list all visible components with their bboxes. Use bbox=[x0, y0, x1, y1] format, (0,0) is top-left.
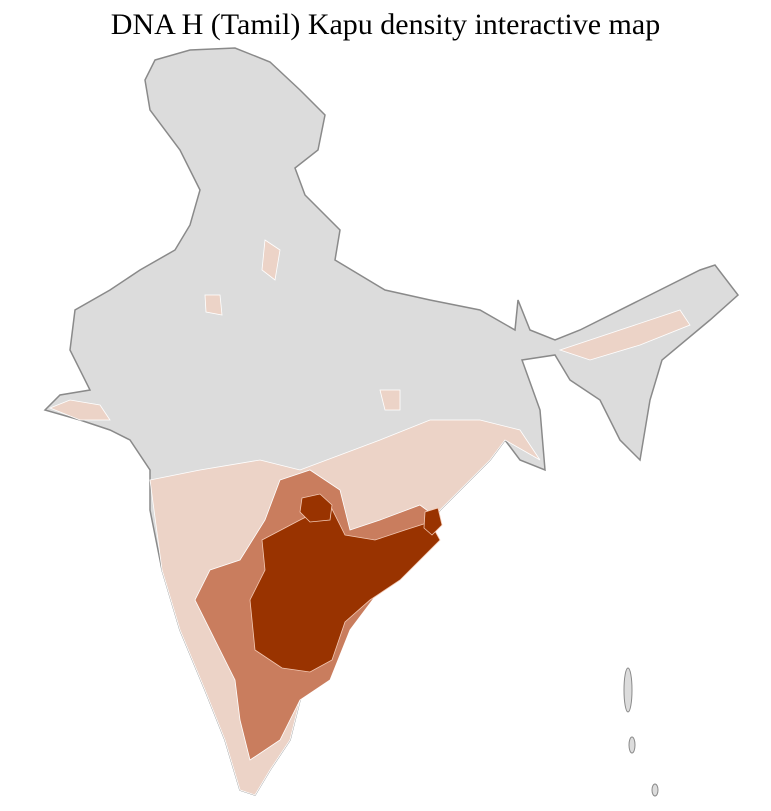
andaman-islands bbox=[623, 667, 659, 797]
region-low-density-north[interactable] bbox=[48, 239, 691, 421]
region-high-density-north[interactable] bbox=[299, 493, 333, 523]
region-high-density[interactable] bbox=[249, 504, 441, 673]
region-high-density-coast[interactable] bbox=[423, 507, 443, 536]
india-outline[interactable] bbox=[43, 47, 740, 796]
map-title: DNA H (Tamil) Kapu density interactive m… bbox=[110, 8, 661, 41]
